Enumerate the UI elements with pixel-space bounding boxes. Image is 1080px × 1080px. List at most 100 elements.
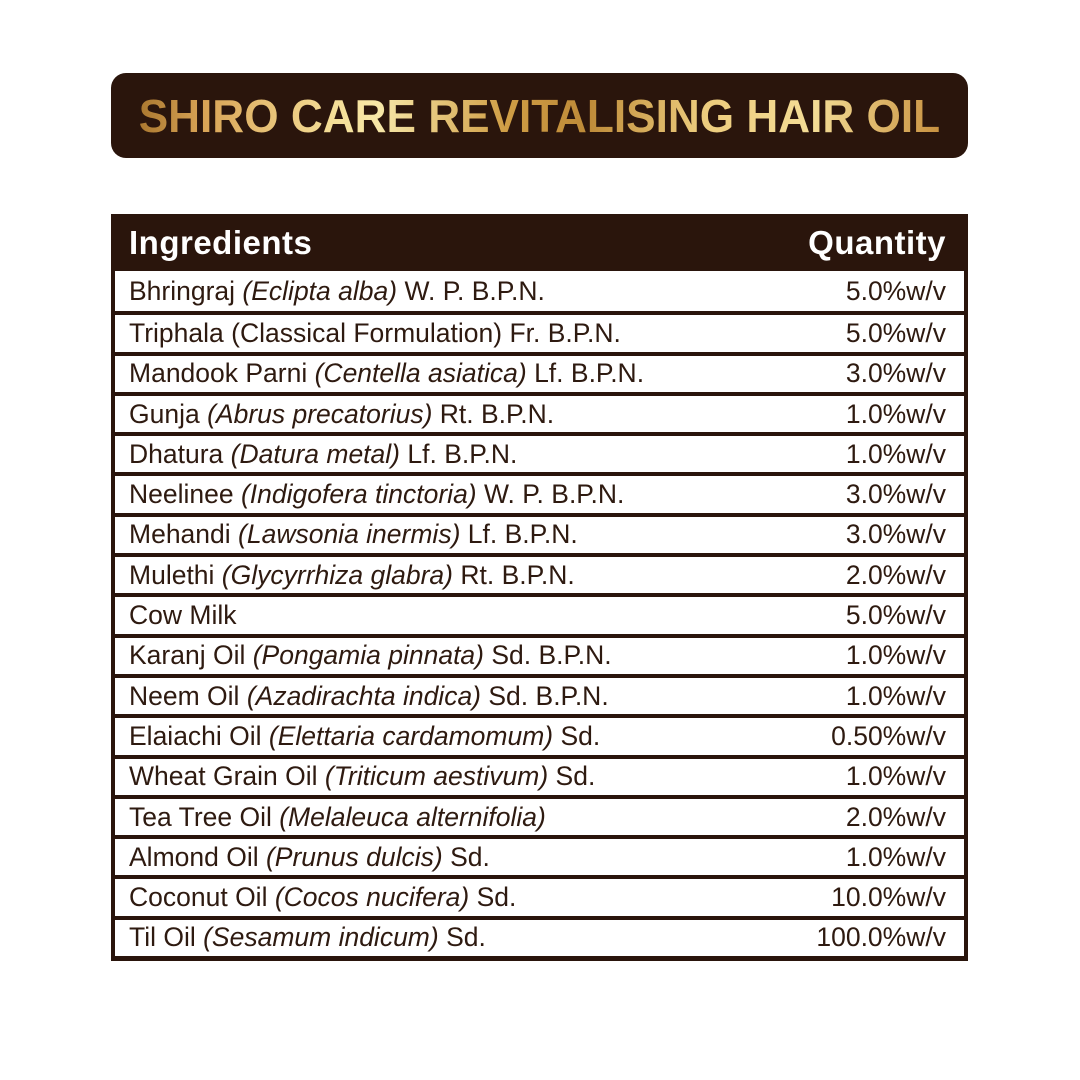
ingredient-latin-name: (Melaleuca alternifolia) — [279, 801, 546, 832]
table-row: Karanj Oil (Pongamia pinnata) Sd. B.P.N.… — [115, 633, 964, 674]
ingredient-part-code: Rt. B.P.N. — [453, 559, 575, 590]
ingredient-part-code: Lf. B.P.N. — [526, 358, 645, 389]
ingredient-name-cell: Cow Milk — [129, 600, 236, 631]
ingredient-latin-name: (Azadirachta indica) — [246, 680, 482, 711]
ingredient-latin-name: (Abrus precatorius) — [207, 398, 433, 429]
table-row: Dhatura (Datura metal) Lf. B.P.N. 1.0%w/… — [115, 432, 964, 472]
ingredient-quantity-cell: 1.0%w/v — [845, 398, 946, 429]
ingredient-name-cell: Mandook Parni (Centella asiatica) Lf. B.… — [129, 358, 644, 389]
ingredients-table: Ingredients Quantity Bhringraj (Eclipta … — [111, 214, 968, 962]
ingredient-common-name: Neelinee — [129, 479, 241, 510]
ingredient-name-cell: Elaiachi Oil (Elettaria cardamomum) Sd. — [129, 721, 600, 752]
ingredient-name-cell: Mulethi (Glycyrrhiza glabra) Rt. B.P.N. — [129, 560, 575, 591]
ingredient-common-name: Karanj Oil — [129, 640, 253, 671]
ingredient-quantity-cell: 0.50%w/v — [831, 720, 946, 751]
table-row: Neem Oil (Azadirachta indica) Sd. B.P.N.… — [115, 673, 964, 714]
ingredient-name-cell: Coconut Oil (Cocos nucifera) Sd. — [129, 882, 516, 913]
ingredient-name-cell: Neelinee (Indigofera tinctoria) W. P. B.… — [129, 479, 624, 510]
ingredient-part-code: Sd. B.P.N. — [481, 680, 609, 711]
table-row: Coconut Oil (Cocos nucifera) Sd. 10.0%w/… — [115, 875, 964, 915]
ingredient-common-name: Mehandi — [129, 519, 239, 550]
table-row: Mehandi (Lawsonia inermis) Lf. B.P.N. 3.… — [115, 512, 964, 553]
ingredient-quantity-cell: 5.0%w/v — [845, 317, 946, 348]
ingredient-latin-name: (Lawsonia inermis) — [238, 519, 461, 550]
ingredient-part-code: Fr. B.P.N. — [502, 317, 621, 348]
ingredient-quantity-cell: 3.0%w/v — [845, 358, 946, 389]
ingredient-name-cell: Neem Oil (Azadirachta indica) Sd. B.P.N. — [129, 681, 609, 712]
table-row: Wheat Grain Oil (Triticum aestivum) Sd. … — [115, 754, 964, 795]
ingredient-common-name: Bhringraj — [129, 275, 243, 306]
table-row: Gunja (Abrus precatorius) Rt. B.P.N. 1.0… — [115, 391, 964, 432]
ingredient-name-cell: Bhringraj (Eclipta alba) W. P. B.P.N. — [129, 276, 545, 307]
ingredient-common-name: Triphala — [129, 317, 232, 348]
ingredient-name-cell: Gunja (Abrus precatorius) Rt. B.P.N. — [129, 399, 554, 430]
ingredient-latin-name: (Centella asiatica) — [314, 358, 527, 389]
table-body: Bhringraj (Eclipta alba) W. P. B.P.N. 5.… — [115, 271, 964, 956]
table-row: Mandook Parni (Centella asiatica) Lf. B.… — [115, 351, 964, 392]
ingredient-latin-name: (Eclipta alba) — [242, 275, 398, 306]
ingredient-name-cell: Mehandi (Lawsonia inermis) Lf. B.P.N. — [129, 519, 578, 550]
ingredient-common-name: Mandook Parni — [129, 358, 315, 389]
ingredient-latin-name: (Triticum aestivum) — [324, 761, 549, 792]
ingredient-part-code: Sd. B.P.N. — [484, 640, 612, 671]
ingredient-name-cell: Wheat Grain Oil (Triticum aestivum) Sd. — [129, 761, 595, 792]
ingredient-latin-name: (Pongamia pinnata) — [252, 640, 484, 671]
ingredient-latin-name: (Cocos nucifera) — [274, 882, 470, 913]
ingredient-part-code: W. P. B.P.N. — [476, 479, 625, 510]
ingredient-part-code: Sd. — [442, 841, 490, 872]
table-row: Bhringraj (Eclipta alba) W. P. B.P.N. 5.… — [115, 271, 964, 311]
ingredient-common-name: Elaiachi Oil — [129, 720, 269, 751]
ingredient-common-name: Coconut Oil — [129, 882, 275, 913]
table-row: Triphala (Classical Formulation) Fr. B.P… — [115, 311, 964, 351]
ingredient-quantity-cell: 1.0%w/v — [845, 680, 946, 711]
ingredient-name-cell: Dhatura (Datura metal) Lf. B.P.N. — [129, 439, 517, 470]
ingredient-part-code: Sd. — [548, 761, 596, 792]
table-row: Mulethi (Glycyrrhiza glabra) Rt. B.P.N. … — [115, 553, 964, 593]
ingredient-quantity-cell: 3.0%w/v — [845, 479, 946, 510]
product-title: SHIRO CARE REVITALISING HAIR OIL — [138, 89, 941, 142]
ingredient-name-cell: Til Oil (Sesamum indicum) Sd. — [129, 922, 486, 953]
ingredient-common-name: Cow Milk — [129, 600, 237, 631]
ingredient-part-code: Rt. B.P.N. — [432, 398, 555, 429]
table-row: Almond Oil (Prunus dulcis) Sd. 1.0%w/v — [115, 835, 964, 875]
ingredient-quantity-cell: 1.0%w/v — [845, 761, 946, 792]
ingredient-latin-name: (Classical Formulation) — [231, 317, 503, 348]
ingredient-part-code: Lf. B.P.N. — [400, 438, 518, 469]
ingredient-common-name: Til Oil — [129, 922, 204, 953]
ingredients-column-header: Ingredients — [129, 223, 313, 261]
ingredient-quantity-cell: 5.0%w/v — [845, 275, 946, 306]
ingredient-quantity-cell: 1.0%w/v — [845, 841, 946, 872]
ingredient-common-name: Gunja — [129, 398, 208, 429]
ingredient-common-name: Wheat Grain Oil — [129, 761, 325, 792]
ingredient-name-cell: Karanj Oil (Pongamia pinnata) Sd. B.P.N. — [129, 640, 612, 671]
ingredient-latin-name: (Sesamum indicum) — [203, 922, 439, 953]
ingredient-part-code: Sd. — [469, 882, 517, 913]
ingredient-part-code: Lf. B.P.N. — [460, 519, 578, 550]
ingredient-quantity-cell: 100.0%w/v — [816, 922, 946, 953]
ingredient-quantity-cell: 10.0%w/v — [831, 882, 946, 913]
table-header-row: Ingredients Quantity — [115, 218, 964, 271]
ingredient-part-code: W. P. B.P.N. — [397, 275, 545, 306]
table-row: Neelinee (Indigofera tinctoria) W. P. B.… — [115, 472, 964, 512]
product-title-banner: SHIRO CARE REVITALISING HAIR OIL — [111, 73, 968, 158]
ingredient-quantity-cell: 2.0%w/v — [845, 559, 946, 590]
ingredient-latin-name: (Datura metal) — [230, 438, 400, 469]
ingredient-quantity-cell: 3.0%w/v — [845, 519, 946, 550]
ingredient-latin-name: (Elettaria cardamomum) — [268, 720, 554, 751]
ingredient-common-name: Almond Oil — [129, 841, 266, 872]
ingredient-part-code: Sd. — [438, 922, 486, 953]
ingredient-quantity-cell: 2.0%w/v — [845, 801, 946, 832]
ingredient-quantity-cell: 5.0%w/v — [845, 600, 946, 631]
ingredient-name-cell: Almond Oil (Prunus dulcis) Sd. — [129, 842, 490, 873]
ingredient-latin-name: (Prunus dulcis) — [265, 841, 443, 872]
ingredient-latin-name: (Glycyrrhiza glabra) — [221, 559, 453, 590]
ingredient-common-name: Mulethi — [129, 559, 222, 590]
ingredient-latin-name: (Indigofera tinctoria) — [240, 479, 477, 510]
table-row: Cow Milk 5.0%w/v — [115, 593, 964, 633]
quantity-column-header: Quantity — [808, 223, 946, 261]
ingredient-quantity-cell: 1.0%w/v — [845, 438, 946, 469]
ingredient-common-name: Dhatura — [129, 438, 231, 469]
ingredient-name-cell: Triphala (Classical Formulation) Fr. B.P… — [129, 318, 621, 349]
ingredient-quantity-cell: 1.0%w/v — [845, 640, 946, 671]
table-row: Til Oil (Sesamum indicum) Sd. 100.0%w/v — [115, 915, 964, 956]
